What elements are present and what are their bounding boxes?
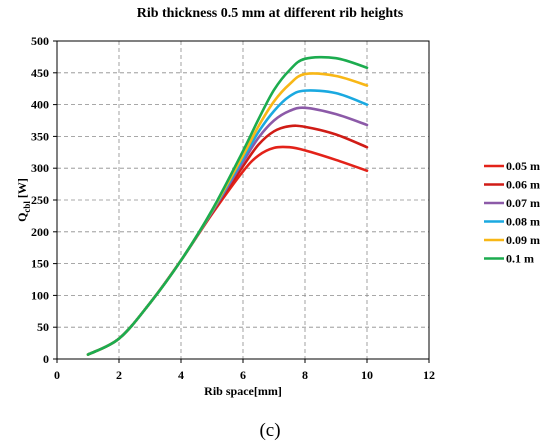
series-line-1 xyxy=(86,145,369,356)
x-tick-label: 0 xyxy=(54,368,60,382)
x-tick-label: 12 xyxy=(423,368,435,382)
x-axis-label: Rib space[mm] xyxy=(204,384,282,398)
y-axis-label-sub: cbl xyxy=(22,201,32,213)
y-tick-label: 50 xyxy=(37,320,49,334)
grid-lines xyxy=(57,41,429,359)
x-tick-label: 2 xyxy=(116,368,122,382)
legend-label: 0.09 m xyxy=(506,233,540,247)
x-tick-label: 10 xyxy=(361,368,373,382)
y-tick-label: 400 xyxy=(31,98,49,112)
y-tick-label: 350 xyxy=(31,129,49,143)
legend-label: 0.06 m xyxy=(506,178,540,192)
x-tick-label: 6 xyxy=(240,368,246,382)
legend-label: 0.07 m xyxy=(506,196,540,210)
x-tick-label: 8 xyxy=(302,368,308,382)
legend-label: 0.08 m xyxy=(506,215,540,229)
axis-ticks: 0 2 4 6 8 10 12 0 50 100 150 200 250 300 350 400 450 500 xyxy=(31,34,435,382)
series-line-6 xyxy=(86,55,369,356)
series-line-5 xyxy=(86,72,369,356)
legend-label: 0.05 m xyxy=(506,159,540,173)
series-line-3 xyxy=(86,106,369,356)
legend-label: 0.1 m xyxy=(506,252,534,266)
y-axis-label: Qcbl [W] xyxy=(15,178,32,222)
series-line-2 xyxy=(86,124,369,356)
y-tick-label: 450 xyxy=(31,66,49,80)
y-tick-label: 500 xyxy=(31,34,49,48)
figure-caption: (c) xyxy=(259,420,280,441)
y-tick-label: 150 xyxy=(31,257,49,271)
y-tick-label: 250 xyxy=(31,193,49,207)
y-axis-label-main: Q xyxy=(15,213,29,222)
chart-title: Rib thickness 0.5 mm at different rib he… xyxy=(137,6,404,21)
x-tick-label: 4 xyxy=(178,368,184,382)
y-tick-label: 0 xyxy=(43,352,49,366)
y-tick-label: 100 xyxy=(31,288,49,302)
y-tick-label: 200 xyxy=(31,225,49,239)
y-tick-label: 300 xyxy=(31,161,49,175)
y-axis-label-unit: [W] xyxy=(15,178,29,201)
legend: 0.05 m 0.06 m 0.07 m 0.08 m 0.09 m 0.1 m xyxy=(484,159,540,266)
series-lines xyxy=(86,55,369,356)
